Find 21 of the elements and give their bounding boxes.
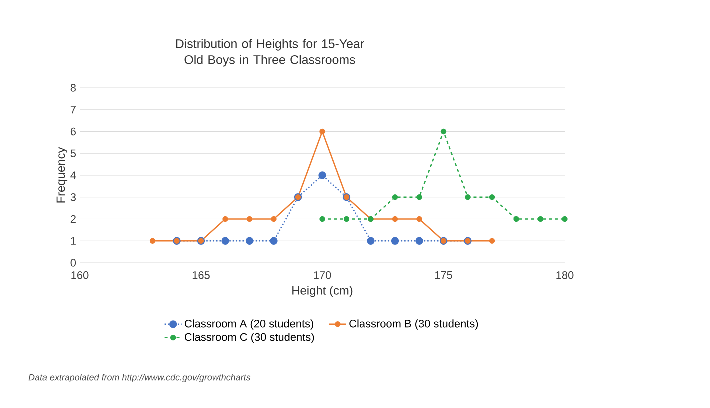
x-tick-label: 160 [72, 272, 89, 280]
x-tick-label: 180 [556, 272, 574, 280]
y-tick-label: 1 [71, 237, 76, 245]
text: Data extrapolated from http://www.cdc.gov/growthcharts [28, 374, 251, 382]
y-tick-label: 2 [70, 215, 76, 224]
chart-title: Distribution of Heights for 15-Year Old Boys in Three Classrooms [176, 39, 364, 67]
legend-label: Classroom B (30 students) [350, 320, 478, 330]
y-tick-label: 4 [70, 172, 76, 180]
legend-label: Classroom A (20 students) [185, 320, 314, 330]
y-tick-label: 3 [70, 194, 76, 202]
x-tick-label: 165 [192, 272, 210, 280]
y-axis-title: Frequency [56, 147, 68, 203]
y-tick-label: 6 [70, 128, 76, 136]
y-tick-label: 0 [70, 259, 76, 267]
y-tick-label: 7 [70, 106, 76, 114]
x-tick-label: 170 [314, 272, 332, 280]
y-tick-label: 8 [70, 84, 76, 92]
x-tick-label: 175 [435, 272, 452, 280]
x-axis-title: Height (cm) [292, 286, 353, 298]
y-tick-label: 5 [70, 150, 76, 158]
legend-label: Classroom C (30 students) [185, 333, 314, 344]
